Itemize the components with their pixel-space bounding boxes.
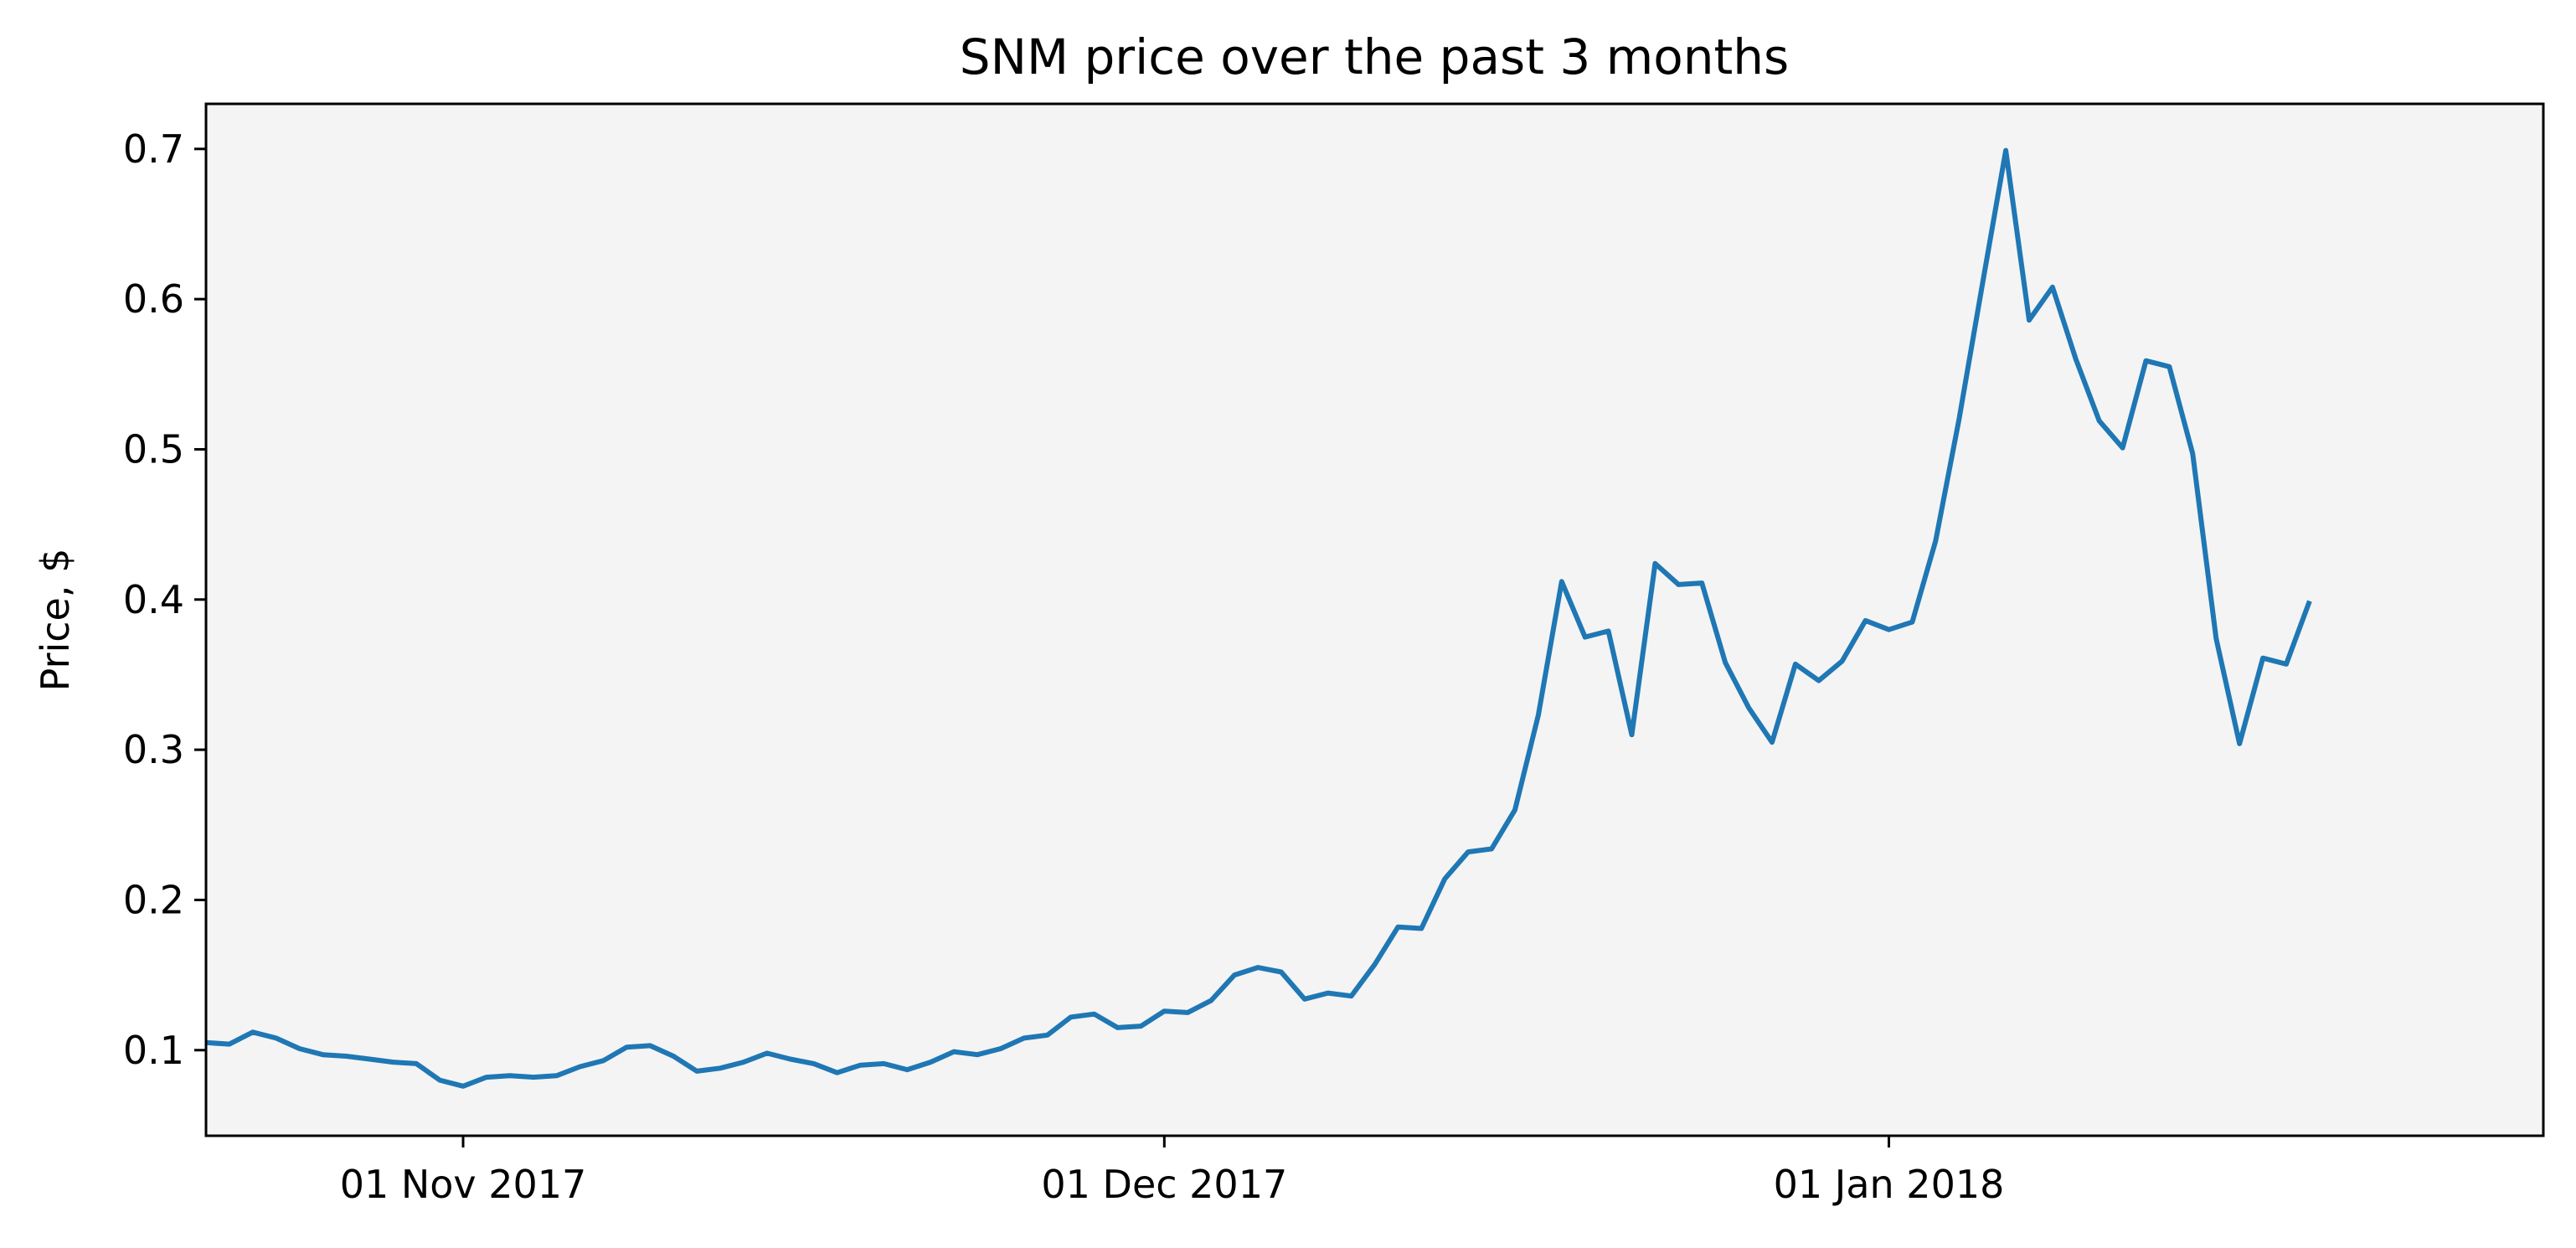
plot-frame [204,102,2545,1137]
y-tick-label: 0.3 [123,727,184,772]
x-tick-label: 01 Jan 2018 [1774,1162,2005,1207]
y-tick-label: 0.2 [123,877,184,922]
y-axis-label: Price, $ [33,549,78,692]
y-tick-label: 0.4 [123,577,184,622]
chart-title: SNM price over the past 3 months [960,28,1789,85]
x-tick-label: 01 Nov 2017 [340,1162,587,1207]
y-tick-label: 0.7 [123,126,184,172]
y-tick-label: 0.1 [123,1028,184,1073]
x-tick-label: 01 Dec 2017 [1041,1162,1287,1207]
y-tick-label: 0.6 [123,276,184,322]
series-line-snm [205,147,2312,1089]
plot-area [206,104,2543,1136]
y-tick-label: 0.5 [123,426,184,472]
